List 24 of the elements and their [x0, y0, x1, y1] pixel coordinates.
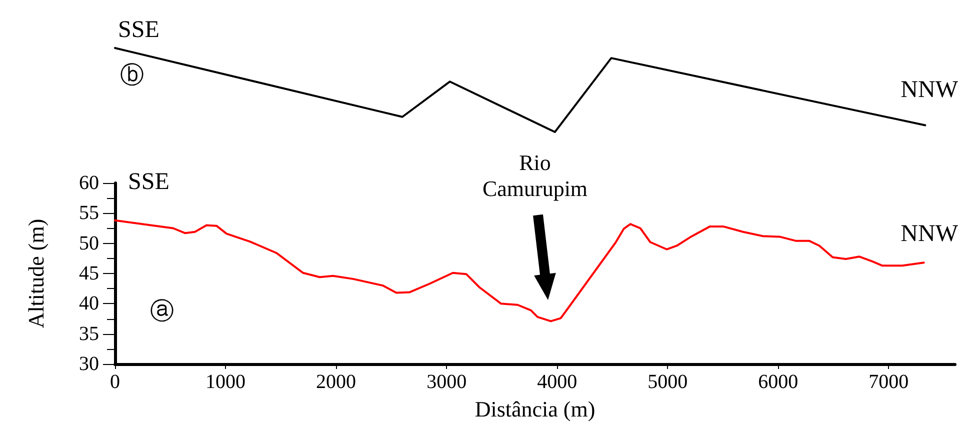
y-tick-label: 40 [79, 292, 99, 315]
x-tick-label: 1000 [206, 371, 246, 393]
x-tick-label: 0 [110, 371, 120, 393]
y-axis-title: Altitude (m) [24, 218, 48, 328]
x-axis-title: Distância (m) [474, 396, 596, 422]
x-tick-label: 4000 [537, 371, 578, 393]
y-tick-label: 45 [79, 262, 99, 284]
y-tick-label: 35 [79, 322, 99, 345]
x-tick-label: 2000 [316, 371, 356, 393]
annotation: ⓑ [120, 63, 144, 89]
annotation: SSE [128, 169, 170, 195]
annotation: Rio Camurupim [481, 150, 589, 202]
annotation: ⓐ [150, 299, 174, 325]
text: SSE [118, 17, 160, 43]
annotation: NNW [900, 77, 958, 103]
annotation: NNW [900, 221, 958, 247]
x-tick-label: 3000 [426, 371, 467, 393]
y-tick-label: 50 [79, 232, 99, 254]
x-tick-label: 6000 [758, 371, 798, 393]
x-tick-label: 7000 [868, 371, 909, 393]
y-tick-label: 55 [79, 202, 99, 224]
y-tick-label: 30 [79, 353, 99, 375]
y-tick-label: 60 [79, 172, 99, 194]
x-tick-label: 5000 [648, 371, 688, 393]
